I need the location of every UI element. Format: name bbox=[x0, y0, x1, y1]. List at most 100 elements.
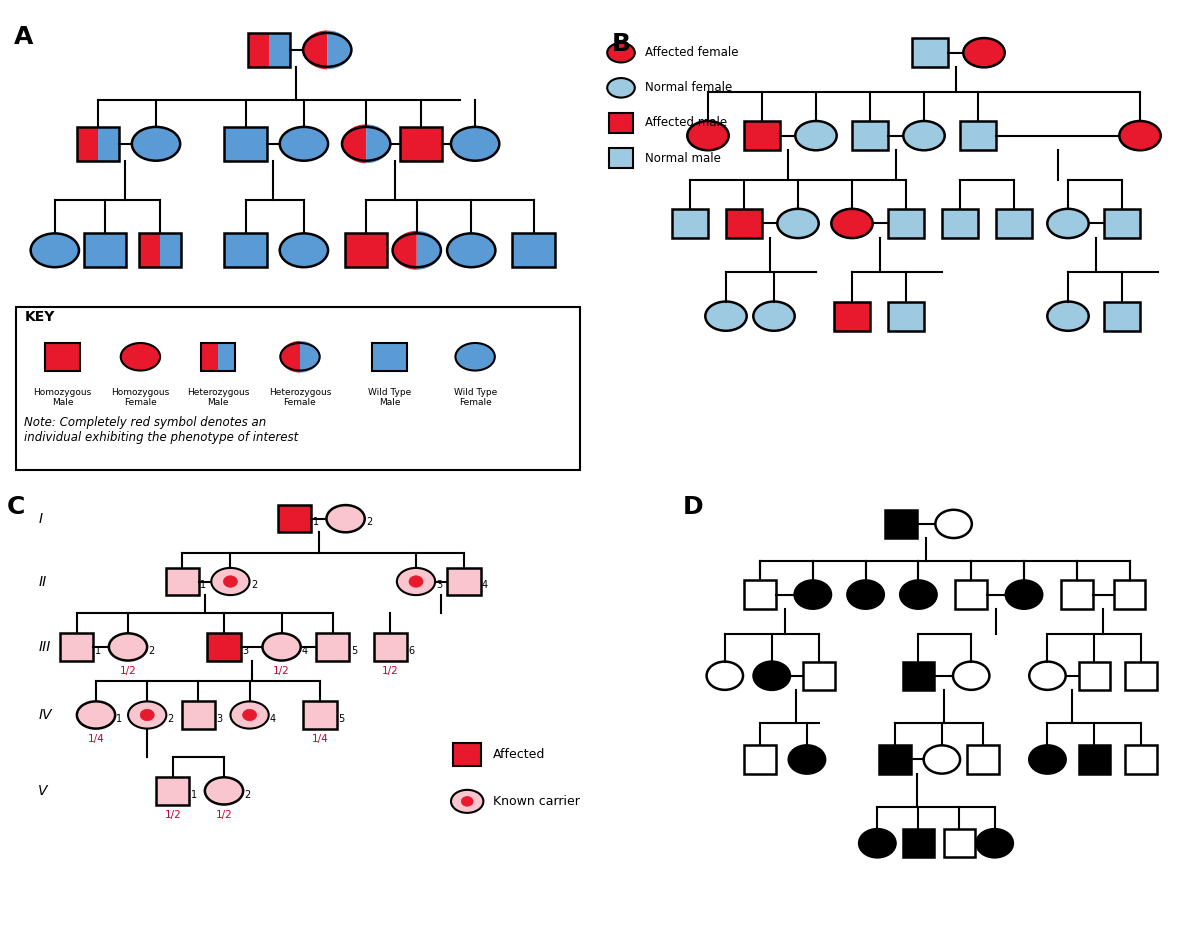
Text: 2: 2 bbox=[251, 580, 257, 590]
Text: Heterozygous
Female: Heterozygous Female bbox=[269, 388, 331, 408]
Text: Normal male: Normal male bbox=[646, 152, 721, 165]
Bar bbox=[454, 743, 481, 766]
Text: B: B bbox=[612, 32, 631, 57]
Text: 1/2: 1/2 bbox=[274, 666, 290, 676]
Text: Homozygous
Male: Homozygous Male bbox=[34, 388, 91, 408]
Ellipse shape bbox=[326, 505, 365, 532]
Text: II: II bbox=[38, 575, 47, 589]
Ellipse shape bbox=[1030, 662, 1066, 690]
Bar bbox=[744, 121, 780, 150]
Wedge shape bbox=[281, 341, 300, 373]
Bar bbox=[955, 580, 988, 609]
Text: 4: 4 bbox=[270, 714, 276, 724]
Text: 1/2: 1/2 bbox=[216, 809, 233, 819]
Bar bbox=[996, 209, 1032, 238]
Ellipse shape bbox=[132, 127, 180, 160]
Bar bbox=[181, 702, 215, 729]
Bar bbox=[277, 505, 311, 532]
Ellipse shape bbox=[953, 662, 990, 690]
Bar bbox=[888, 209, 924, 238]
Bar bbox=[46, 343, 79, 371]
Bar bbox=[880, 745, 911, 774]
Bar bbox=[224, 127, 266, 160]
Ellipse shape bbox=[397, 568, 436, 595]
Bar bbox=[902, 662, 935, 690]
Text: 1/4: 1/4 bbox=[312, 733, 329, 743]
Circle shape bbox=[242, 709, 257, 720]
Bar bbox=[304, 702, 337, 729]
Bar bbox=[726, 209, 762, 238]
Text: III: III bbox=[38, 640, 50, 654]
Ellipse shape bbox=[77, 702, 115, 729]
Ellipse shape bbox=[688, 121, 728, 150]
Circle shape bbox=[461, 796, 473, 806]
Text: 4: 4 bbox=[302, 646, 308, 655]
Text: 1/4: 1/4 bbox=[88, 733, 104, 743]
Bar bbox=[248, 33, 269, 67]
Bar bbox=[316, 633, 349, 661]
Bar bbox=[160, 234, 181, 267]
Ellipse shape bbox=[935, 510, 972, 538]
Circle shape bbox=[409, 576, 422, 587]
Ellipse shape bbox=[451, 790, 484, 813]
Ellipse shape bbox=[924, 745, 960, 774]
Text: 1: 1 bbox=[191, 790, 197, 800]
Bar bbox=[373, 633, 407, 661]
Ellipse shape bbox=[706, 301, 746, 331]
Ellipse shape bbox=[900, 580, 937, 609]
Bar bbox=[400, 127, 442, 160]
Bar bbox=[77, 127, 97, 160]
Text: 5: 5 bbox=[338, 714, 344, 724]
Ellipse shape bbox=[448, 234, 496, 267]
Bar bbox=[202, 343, 218, 371]
Bar bbox=[744, 580, 776, 609]
Bar bbox=[960, 121, 996, 150]
Ellipse shape bbox=[451, 127, 499, 160]
Text: V: V bbox=[38, 784, 48, 798]
Bar bbox=[1114, 580, 1146, 609]
Bar bbox=[218, 343, 235, 371]
Bar bbox=[672, 209, 708, 238]
Wedge shape bbox=[300, 341, 319, 373]
Text: D: D bbox=[683, 495, 703, 519]
Ellipse shape bbox=[796, 121, 836, 150]
FancyBboxPatch shape bbox=[16, 307, 581, 469]
Text: Affected female: Affected female bbox=[646, 46, 738, 59]
Text: 1: 1 bbox=[313, 517, 319, 527]
Circle shape bbox=[140, 709, 154, 720]
Wedge shape bbox=[328, 31, 352, 70]
Text: 5: 5 bbox=[350, 646, 356, 655]
Ellipse shape bbox=[778, 209, 818, 238]
Text: 4: 4 bbox=[482, 580, 488, 590]
Bar bbox=[902, 829, 935, 857]
Bar bbox=[884, 510, 917, 538]
Text: 1/2: 1/2 bbox=[382, 666, 398, 676]
Ellipse shape bbox=[1120, 121, 1160, 150]
Ellipse shape bbox=[128, 702, 167, 729]
Ellipse shape bbox=[964, 38, 1004, 68]
Bar bbox=[942, 209, 978, 238]
Circle shape bbox=[223, 576, 238, 587]
Text: 1: 1 bbox=[200, 580, 206, 590]
Ellipse shape bbox=[1048, 209, 1088, 238]
Ellipse shape bbox=[1048, 301, 1088, 331]
Text: Heterozygous
Male: Heterozygous Male bbox=[187, 388, 250, 408]
Ellipse shape bbox=[456, 343, 494, 371]
Text: 6: 6 bbox=[408, 646, 414, 655]
Bar bbox=[156, 777, 190, 805]
Wedge shape bbox=[366, 124, 390, 163]
Wedge shape bbox=[304, 31, 328, 70]
Text: 2: 2 bbox=[366, 517, 372, 527]
Bar bbox=[1126, 662, 1157, 690]
Ellipse shape bbox=[859, 829, 895, 857]
Bar bbox=[912, 38, 948, 68]
Bar bbox=[448, 568, 481, 595]
Text: 3: 3 bbox=[216, 714, 222, 724]
Bar bbox=[834, 301, 870, 331]
Text: IV: IV bbox=[38, 708, 52, 722]
Ellipse shape bbox=[977, 829, 1013, 857]
Text: I: I bbox=[38, 512, 42, 526]
Ellipse shape bbox=[109, 633, 148, 661]
Bar bbox=[888, 301, 924, 331]
Bar bbox=[852, 121, 888, 150]
